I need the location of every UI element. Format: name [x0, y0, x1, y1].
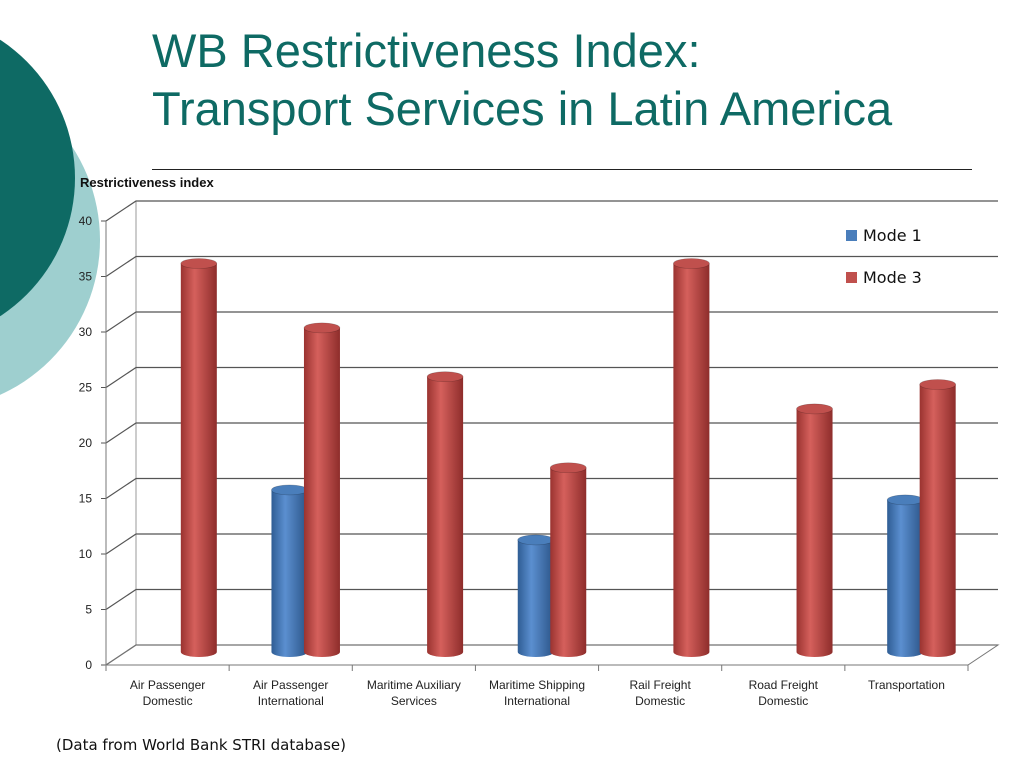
- x-tick-label: Air Passenger Domestic: [130, 678, 205, 708]
- y-tick-label: 25: [79, 381, 93, 395]
- slide-title: WB Restrictiveness Index: Transport Serv…: [152, 22, 892, 138]
- y-tick-label: 20: [79, 436, 93, 450]
- legend: Mode 1 Mode 3: [846, 226, 922, 287]
- x-tick-label: Road Freight Domestic: [749, 678, 819, 708]
- y-tick-label: 10: [79, 547, 93, 561]
- bar-chart: Restrictiveness index 0 5 10 15 20 25 30 35 40 Ai…: [79, 175, 1000, 708]
- y-tick-label: 5: [85, 603, 92, 617]
- legend-label: Mode 1: [863, 226, 922, 245]
- bar-mode-3: [549, 462, 587, 658]
- y-tick-label: 0: [85, 658, 92, 672]
- bar-mode-1: [517, 534, 555, 658]
- y-tick-label: 15: [79, 492, 93, 506]
- gridline: [105, 200, 998, 222]
- legend-swatch: [846, 272, 857, 283]
- legend-swatch: [846, 230, 857, 241]
- y-axis-label: Restrictiveness index: [80, 175, 214, 190]
- gridline: [105, 422, 998, 444]
- slide-title-line-2: Transport Services in Latin America: [152, 82, 893, 135]
- gridline: [105, 311, 998, 333]
- legend-label: Mode 3: [863, 268, 922, 287]
- slide-decoration: [0, 39, 100, 395]
- bar-mode-3: [796, 403, 833, 658]
- gridline: [105, 477, 998, 499]
- bar-mode-3: [673, 258, 710, 658]
- x-tick-label: Maritime Shipping International: [489, 678, 585, 708]
- y-tick-label: 35: [79, 270, 93, 284]
- gridline: [105, 366, 998, 388]
- gridline: [105, 588, 998, 610]
- bar-mode-3: [303, 322, 341, 658]
- source-note: (Data from World Bank STRI database): [56, 736, 347, 754]
- bar-mode-1: [271, 484, 308, 658]
- x-tick-label: Transportation: [868, 678, 945, 692]
- gridline: [105, 255, 998, 277]
- bar-mode-1: [886, 494, 924, 658]
- bar-mode-3: [919, 379, 956, 658]
- slide-title-line-1: WB Restrictiveness Index:: [152, 24, 701, 77]
- title-divider: [152, 169, 972, 170]
- decor-circle-dark: [0, 39, 75, 317]
- x-tick-label: Maritime Auxiliary Services: [367, 678, 461, 708]
- bar-mode-3: [426, 371, 464, 658]
- bar-mode-3: [180, 258, 218, 658]
- gridline: [105, 533, 998, 555]
- x-tick-label: Air Passenger International: [253, 678, 328, 708]
- x-tick-label: Rail Freight Domestic: [629, 678, 691, 708]
- y-tick-label: 30: [79, 325, 93, 339]
- y-tick-label: 40: [79, 214, 93, 228]
